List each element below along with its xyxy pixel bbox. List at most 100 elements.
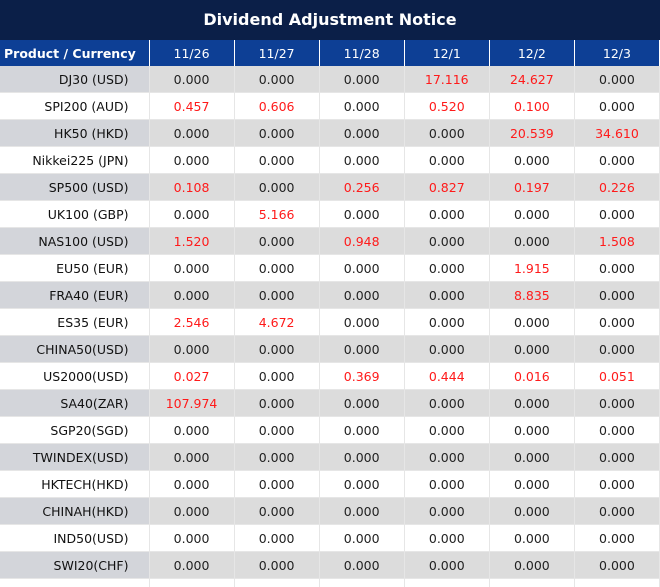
product-cell: HK50 (HKD) [0, 119, 150, 147]
value-cell: 0.000 [574, 524, 660, 552]
product-cell: ES35 (EUR) [0, 308, 150, 336]
value-cell: 0.000 [319, 443, 405, 471]
value-cell: 0.000 [234, 281, 320, 309]
value-cell: 0.108 [149, 173, 235, 201]
product-cell: NETH25(EUR) [0, 578, 150, 587]
value-cell: 0.000 [149, 416, 235, 444]
value-cell: 0.000 [319, 66, 405, 93]
value-cell: 0.000 [489, 470, 575, 498]
value-cell: 0.000 [404, 227, 490, 255]
value-cell: 0.000 [404, 470, 490, 498]
product-cell: SA40(ZAR) [0, 389, 150, 417]
value-cell: 0.000 [319, 146, 405, 174]
header-date: 12/2 [489, 40, 575, 66]
value-cell: 0.000 [404, 119, 490, 147]
value-cell: 0.226 [574, 173, 660, 201]
value-cell: 0.000 [319, 389, 405, 417]
value-cell: 0.948 [319, 227, 405, 255]
value-cell: 0.000 [319, 200, 405, 228]
value-cell: 0.051 [574, 362, 660, 390]
value-cell: 0.000 [489, 578, 575, 587]
product-cell: HKTECH(HKD) [0, 470, 150, 498]
value-cell: 0.000 [489, 443, 575, 471]
value-cell: 0.000 [404, 335, 490, 363]
value-cell: 5.166 [234, 200, 320, 228]
value-cell: 0.000 [404, 308, 490, 336]
value-cell: 0.000 [489, 389, 575, 417]
value-cell: 24.627 [489, 66, 575, 93]
value-cell: 0.000 [319, 308, 405, 336]
table-row: ES35 (EUR) 2.546 4.672 0.000 0.000 0.000 0.000 [0, 308, 660, 336]
value-cell: 0.000 [574, 551, 660, 579]
value-cell: 0.000 [319, 551, 405, 579]
product-cell: CHINA50(USD) [0, 335, 150, 363]
value-cell: 0.000 [234, 335, 320, 363]
value-cell: 0.520 [404, 92, 490, 120]
value-cell: 0.000 [574, 443, 660, 471]
value-cell: 0.100 [489, 92, 575, 120]
header-date: 11/27 [234, 40, 320, 66]
value-cell: 0.000 [149, 470, 235, 498]
value-cell: 0.827 [404, 173, 490, 201]
value-cell: 0.000 [574, 308, 660, 336]
value-cell: 0.000 [234, 497, 320, 525]
table-row: Nikkei225 (JPN) 0.000 0.000 0.000 0.000 0.000… [0, 146, 660, 174]
value-cell: 0.000 [319, 524, 405, 552]
value-cell: 0.000 [489, 146, 575, 174]
value-cell: 0.000 [234, 362, 320, 390]
value-cell: 0.000 [149, 335, 235, 363]
value-cell: 0.000 [404, 524, 490, 552]
dividend-table: Product / Currency 11/26 11/27 11/28 12/1 12… [0, 40, 660, 587]
table-row: SA40(ZAR) 107.974 0.000 0.000 0.000 0.000 0.00… [0, 389, 660, 417]
value-cell: 0.000 [149, 443, 235, 471]
value-cell: 0.000 [149, 578, 235, 587]
value-cell: 0.000 [319, 470, 405, 498]
value-cell: 0.000 [574, 281, 660, 309]
value-cell: 0.000 [404, 254, 490, 282]
value-cell: 0.000 [574, 200, 660, 228]
value-cell: 0.000 [574, 416, 660, 444]
value-cell: 0.000 [489, 416, 575, 444]
value-cell: 0.000 [489, 200, 575, 228]
product-cell: IND50(USD) [0, 524, 150, 552]
value-cell: 0.000 [234, 119, 320, 147]
value-cell: 8.835 [489, 281, 575, 309]
value-cell: 0.000 [234, 146, 320, 174]
value-cell: 0.027 [149, 362, 235, 390]
header-date: 11/28 [319, 40, 405, 66]
product-cell: Nikkei225 (JPN) [0, 146, 150, 174]
value-cell: 0.000 [149, 119, 235, 147]
table-row: FRA40 (EUR) 0.000 0.000 0.000 0.000 8.835 0.00… [0, 281, 660, 309]
header-date: 12/3 [574, 40, 660, 66]
value-cell: 4.672 [234, 308, 320, 336]
value-cell: 0.000 [404, 200, 490, 228]
value-cell: 0.000 [234, 551, 320, 579]
value-cell: 0.000 [234, 443, 320, 471]
value-cell: 0.000 [489, 335, 575, 363]
value-cell: 0.000 [489, 308, 575, 336]
value-cell: 0.000 [574, 389, 660, 417]
value-cell: 0.000 [234, 470, 320, 498]
table-row: HKTECH(HKD) 0.000 0.000 0.000 0.000 0.000 0.00… [0, 470, 660, 498]
value-cell: 0.000 [234, 578, 320, 587]
product-cell: NAS100 (USD) [0, 227, 150, 255]
value-cell: 0.000 [149, 200, 235, 228]
value-cell: 0.000 [319, 416, 405, 444]
value-cell: 0.000 [404, 551, 490, 579]
value-cell: 0.000 [319, 119, 405, 147]
value-cell: 0.000 [404, 389, 490, 417]
table-row: SP500 (USD) 0.108 0.000 0.256 0.827 0.197 0.22… [0, 173, 660, 201]
table-row: NETH25(EUR)0.0000.0000.0000.0000.0000.00… [0, 578, 660, 587]
value-cell: 0.000 [149, 66, 235, 93]
value-cell: 0.000 [319, 254, 405, 282]
value-cell: 34.610 [574, 119, 660, 147]
value-cell: 0.000 [404, 497, 490, 525]
value-cell: 0.000 [149, 551, 235, 579]
product-cell: CHINAH(HKD) [0, 497, 150, 525]
product-cell: SWI20(CHF) [0, 551, 150, 579]
value-cell: 0.606 [234, 92, 320, 120]
value-cell: 0.000 [319, 92, 405, 120]
value-cell: 0.000 [574, 470, 660, 498]
value-cell: 0.000 [149, 281, 235, 309]
